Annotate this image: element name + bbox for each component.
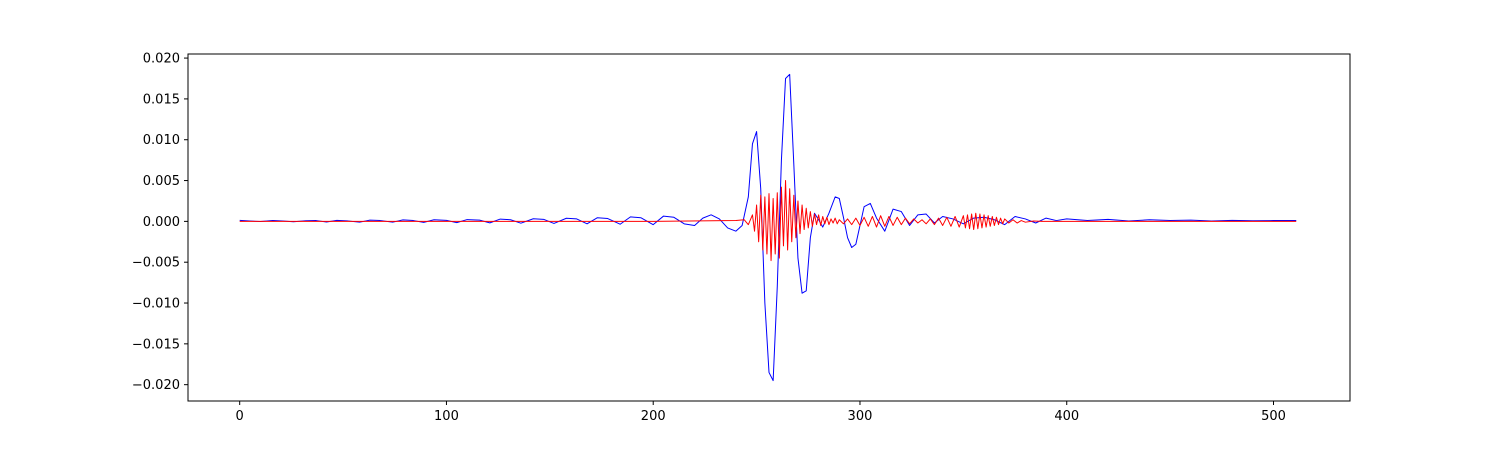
y-tick-label: −0.010 xyxy=(132,297,180,312)
y-tick-label: 0.005 xyxy=(143,174,180,189)
y-axis: 0.020 0.015 0.010 0.005 0.000 −0.005 −0.010 −0.… xyxy=(132,52,188,393)
series-layer xyxy=(239,73,1297,382)
x-tick-label: 0 xyxy=(236,409,244,424)
x-tick-label: 400 xyxy=(1054,409,1079,424)
y-tick-label: 0.015 xyxy=(143,92,180,107)
y-tick-label: −0.015 xyxy=(132,337,180,352)
x-tick-label: 500 xyxy=(1261,409,1286,424)
x-tick-label: 100 xyxy=(434,409,459,424)
y-tick-label: 0.020 xyxy=(143,52,180,67)
y-tick-label: 0.000 xyxy=(143,215,180,230)
x-tick-label: 300 xyxy=(848,409,873,424)
plot-frame xyxy=(187,53,1351,402)
red-series-line xyxy=(239,180,1297,262)
y-tick-label: −0.005 xyxy=(132,256,180,271)
y-tick-label: 0.010 xyxy=(143,133,180,148)
x-tick-label: 200 xyxy=(641,409,666,424)
y-tick-label: −0.020 xyxy=(132,378,180,393)
x-axis: 0 100 200 300 400 500 xyxy=(236,401,1286,424)
